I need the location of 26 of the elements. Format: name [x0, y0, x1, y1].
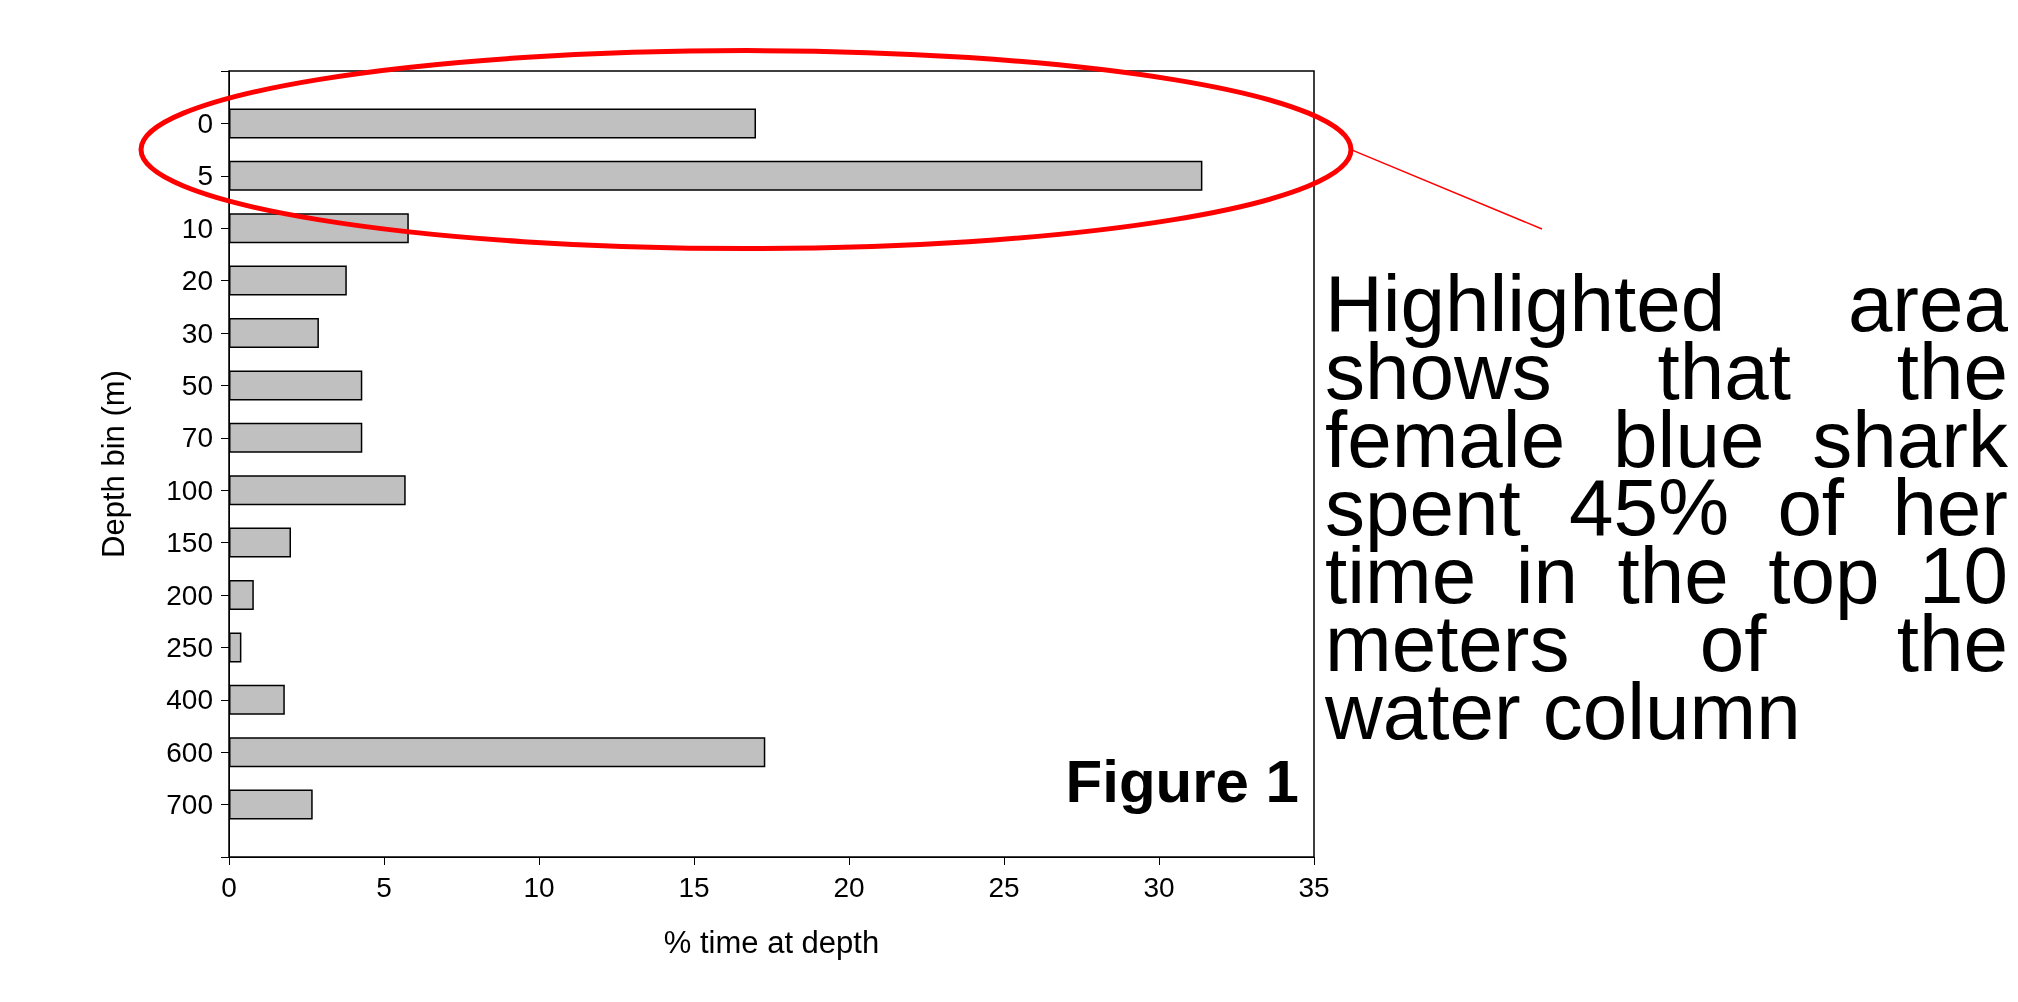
x-tick-label: 30	[1143, 871, 1175, 903]
y-tick-label: 150	[166, 527, 213, 559]
x-axis-title: % time at depth	[663, 925, 880, 960]
y-tick-label: 30	[181, 317, 213, 349]
y-tick-label: 70	[181, 422, 213, 454]
y-axis-title: Depth bin (m)	[96, 370, 131, 558]
y-tick-label: 250	[166, 631, 213, 663]
y-tick-label: 10	[181, 212, 213, 244]
y-tick-label: 200	[166, 579, 213, 611]
x-tick-label: 15	[678, 871, 710, 903]
y-tick-label: 50	[181, 369, 213, 401]
y-tick-label: 5	[197, 160, 213, 192]
x-tick-label: 25	[988, 871, 1020, 903]
y-tick-label: 400	[166, 684, 213, 716]
x-tick-label: 5	[376, 871, 392, 903]
x-tick-label: 35	[1298, 871, 1330, 903]
x-tick-label: 20	[833, 871, 865, 903]
y-tick-label: 100	[166, 474, 213, 506]
y-tick-label: 700	[166, 789, 213, 821]
text: Highlighted area shows that the female blue shark spent 45% of her time in the top 10 meters of the water column	[1325, 259, 2008, 756]
x-tick-label: 0	[221, 871, 237, 903]
y-tick-label: 20	[181, 265, 213, 297]
y-tick-label: 0	[197, 107, 213, 139]
annotation: Figure 1	[1064, 747, 1299, 817]
y-tick-label: 600	[166, 736, 213, 768]
x-tick-label: 10	[523, 871, 555, 903]
